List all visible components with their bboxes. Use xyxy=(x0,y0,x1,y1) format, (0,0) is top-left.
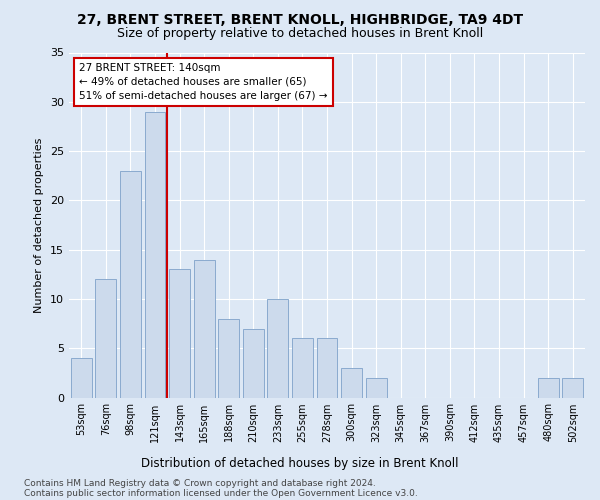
Bar xyxy=(145,112,166,398)
Text: 27, BRENT STREET, BRENT KNOLL, HIGHBRIDGE, TA9 4DT: 27, BRENT STREET, BRENT KNOLL, HIGHBRIDG… xyxy=(77,12,523,26)
Y-axis label: Number of detached properties: Number of detached properties xyxy=(34,138,44,312)
Text: Contains public sector information licensed under the Open Government Licence v3: Contains public sector information licen… xyxy=(24,489,418,498)
Bar xyxy=(194,260,215,398)
Bar xyxy=(243,328,264,398)
Bar xyxy=(71,358,92,398)
Bar xyxy=(218,318,239,398)
Bar xyxy=(292,338,313,398)
Text: Distribution of detached houses by size in Brent Knoll: Distribution of detached houses by size … xyxy=(141,458,459,470)
Bar xyxy=(268,299,289,398)
Bar xyxy=(120,171,141,398)
Bar xyxy=(317,338,337,398)
Bar xyxy=(95,279,116,398)
Text: Size of property relative to detached houses in Brent Knoll: Size of property relative to detached ho… xyxy=(117,28,483,40)
Bar xyxy=(169,270,190,398)
Text: 27 BRENT STREET: 140sqm
← 49% of detached houses are smaller (65)
51% of semi-de: 27 BRENT STREET: 140sqm ← 49% of detache… xyxy=(79,63,328,101)
Bar xyxy=(538,378,559,398)
Bar xyxy=(562,378,583,398)
Bar xyxy=(341,368,362,398)
Text: Contains HM Land Registry data © Crown copyright and database right 2024.: Contains HM Land Registry data © Crown c… xyxy=(24,479,376,488)
Bar xyxy=(365,378,386,398)
